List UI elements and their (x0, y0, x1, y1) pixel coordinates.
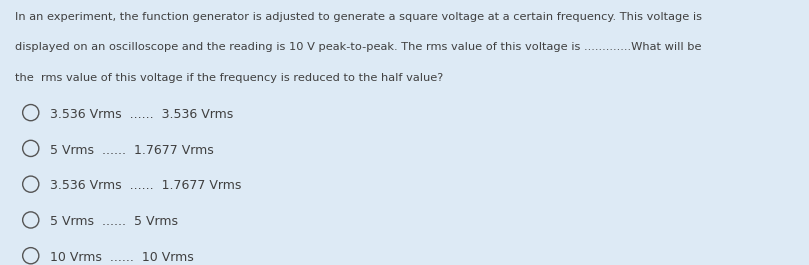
Text: 3.536 Vrms  ......  3.536 Vrms: 3.536 Vrms ...... 3.536 Vrms (50, 108, 234, 121)
Text: 5 Vrms  ......  5 Vrms: 5 Vrms ...... 5 Vrms (50, 215, 178, 228)
Text: displayed on an oscilloscope and the reading is 10 V peak-to-peak. The rms value: displayed on an oscilloscope and the rea… (15, 42, 701, 52)
Text: 3.536 Vrms  ......  1.7677 Vrms: 3.536 Vrms ...... 1.7677 Vrms (50, 179, 242, 192)
Text: In an experiment, the function generator is adjusted to generate a square voltag: In an experiment, the function generator… (15, 12, 701, 22)
Text: 5 Vrms  ......  1.7677 Vrms: 5 Vrms ...... 1.7677 Vrms (50, 144, 214, 157)
Text: the  rms value of this voltage if the frequency is reduced to the half value?: the rms value of this voltage if the fre… (15, 73, 443, 83)
Text: 10 Vrms  ......  10 Vrms: 10 Vrms ...... 10 Vrms (50, 251, 194, 264)
